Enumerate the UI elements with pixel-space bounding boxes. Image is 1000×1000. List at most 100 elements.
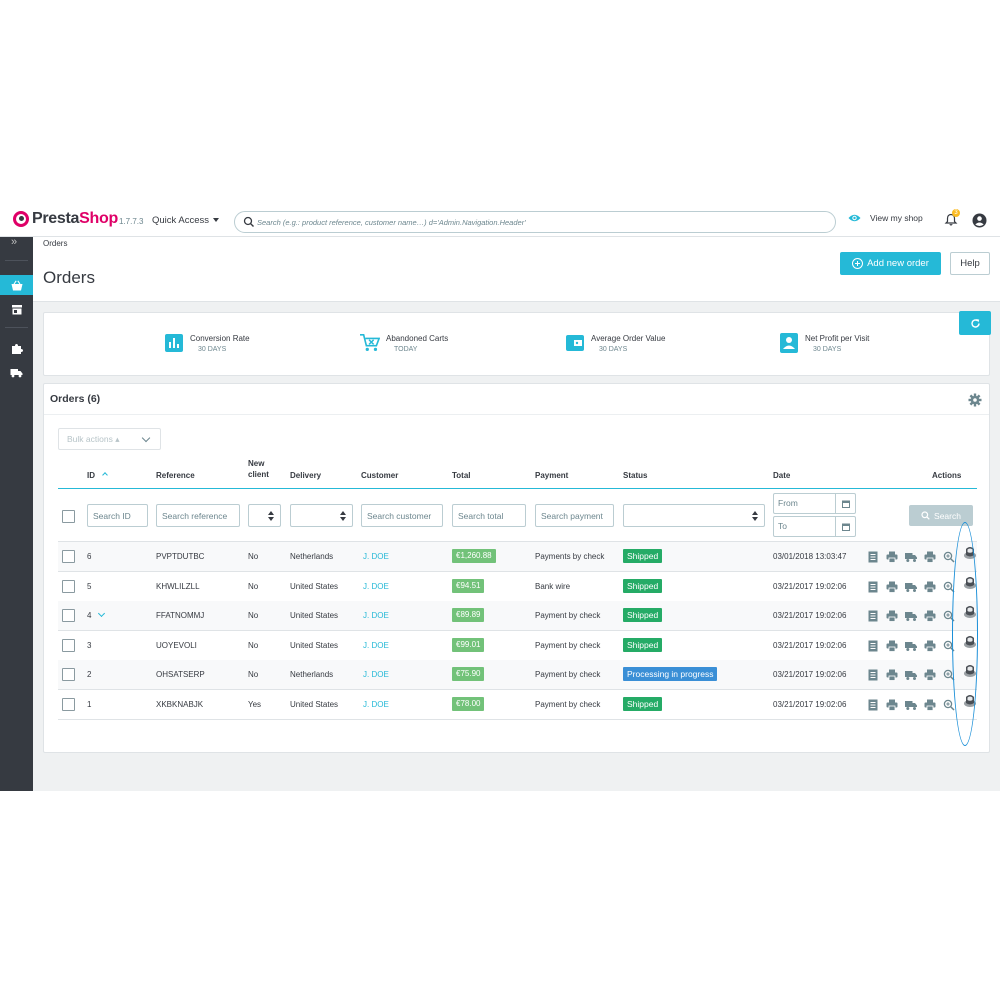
- prestashop-logo[interactable]: PrestaShop: [13, 210, 118, 228]
- delivery-truck-icon[interactable]: [905, 639, 917, 651]
- order-status-badge[interactable]: Shipped: [623, 578, 663, 593]
- view-icon[interactable]: [943, 550, 955, 562]
- user-account-icon[interactable]: [972, 213, 987, 228]
- invoice-icon[interactable]: [867, 639, 879, 651]
- expand-chevron-icon[interactable]: [98, 610, 106, 618]
- print-delivery-slip-icon[interactable]: [924, 698, 936, 710]
- filter-customer-input[interactable]: [361, 504, 443, 527]
- search-button[interactable]: Search: [909, 505, 973, 526]
- kpi-average-order-value[interactable]: Average Order Value 30 DAYS: [565, 333, 665, 355]
- quick-access-dropdown[interactable]: Quick Access: [152, 215, 220, 226]
- table-row[interactable]: 3 UOYEVOLI No United States J. DOE €99.01 Paym…: [58, 631, 977, 661]
- order-customer-link[interactable]: J. DOE: [363, 581, 389, 591]
- print-icon[interactable]: [886, 609, 898, 621]
- order-status-badge[interactable]: Shipped: [623, 637, 663, 652]
- order-status-badge[interactable]: Shipped: [623, 697, 663, 711]
- help-button[interactable]: Help: [950, 252, 990, 275]
- col-header-id[interactable]: ID: [87, 470, 108, 481]
- print-delivery-slip-icon[interactable]: [924, 639, 936, 651]
- row-checkbox[interactable]: [62, 668, 75, 682]
- print-icon[interactable]: [886, 580, 898, 592]
- select-all-checkbox[interactable]: [62, 510, 75, 523]
- search-icon[interactable]: [243, 216, 255, 228]
- filter-id-input[interactable]: [87, 504, 148, 527]
- invoice-icon[interactable]: [867, 609, 879, 621]
- global-search-input[interactable]: [257, 215, 827, 230]
- filter-status-select[interactable]: [623, 504, 765, 527]
- gear-icon[interactable]: [968, 393, 982, 407]
- table-row[interactable]: 5 KHWLILZLL No United States J. DOE €94.51 Ban…: [58, 572, 977, 602]
- view-shop-link[interactable]: View my shop: [848, 213, 923, 223]
- delivery-truck-icon[interactable]: [905, 550, 917, 562]
- col-header-new-client[interactable]: New client: [248, 459, 269, 479]
- order-reference: PVPTDUTBC: [156, 552, 205, 561]
- col-header-reference[interactable]: Reference: [156, 471, 195, 480]
- kpi-net-profit-per-visit[interactable]: Net Profit per Visit 30 DAYS: [779, 333, 869, 355]
- sidebar-item-shipping[interactable]: [0, 363, 33, 383]
- print-delivery-slip-icon[interactable]: [924, 580, 936, 592]
- row-checkbox[interactable]: [62, 638, 75, 652]
- order-reference: KHWLILZLL: [156, 581, 200, 591]
- filter-new-client-select[interactable]: [248, 504, 281, 527]
- order-status-badge[interactable]: Shipped: [623, 608, 663, 623]
- row-checkbox[interactable]: [62, 579, 75, 593]
- invoice-icon[interactable]: [867, 668, 879, 680]
- print-icon[interactable]: [886, 550, 898, 562]
- order-customer-link[interactable]: J. DOE: [363, 700, 389, 709]
- table-row[interactable]: 1 XKBKNABJK Yes United States J. DOE €78.00 Pa…: [58, 690, 977, 720]
- delivery-truck-icon[interactable]: [905, 580, 917, 592]
- sidebar-item-catalog[interactable]: [0, 299, 33, 319]
- col-header-total[interactable]: Total: [452, 471, 471, 480]
- filter-delivery-select[interactable]: [290, 504, 353, 527]
- invoice-icon[interactable]: [867, 580, 879, 592]
- add-new-order-button[interactable]: Add new order: [840, 252, 941, 275]
- sidebar-collapse-icon[interactable]: »: [11, 236, 18, 248]
- order-customer-link[interactable]: J. DOE: [363, 670, 389, 680]
- filter-date-from[interactable]: From: [773, 493, 856, 514]
- kpi-abandoned-carts[interactable]: Abandoned Carts TODAY: [360, 333, 448, 355]
- view-shop-label: View my shop: [870, 213, 923, 223]
- kpi-refresh-button[interactable]: [959, 311, 991, 335]
- filter-date-to[interactable]: To: [773, 516, 856, 537]
- order-customer-link[interactable]: J. DOE: [363, 611, 389, 621]
- sort-ascending-icon[interactable]: [102, 472, 108, 478]
- print-icon[interactable]: [886, 639, 898, 651]
- delivery-truck-icon[interactable]: [905, 698, 917, 710]
- print-delivery-slip-icon[interactable]: [924, 609, 936, 621]
- row-checkbox[interactable]: [62, 609, 75, 623]
- breadcrumb[interactable]: Orders: [43, 239, 68, 248]
- print-delivery-slip-icon[interactable]: [924, 668, 936, 680]
- bulk-actions-dropdown[interactable]: Bulk actions ▴: [58, 428, 161, 450]
- row-checkbox[interactable]: [62, 550, 75, 563]
- filter-total-input[interactable]: [452, 504, 526, 527]
- calendar-icon[interactable]: [835, 494, 855, 513]
- col-header-date[interactable]: Date: [773, 471, 791, 480]
- print-icon[interactable]: [886, 698, 898, 710]
- table-row[interactable]: 2 OHSATSERP No Netherlands J. DOE €75.90 Payme…: [58, 660, 977, 691]
- sidebar-item-modules[interactable]: [0, 339, 33, 359]
- filter-reference-input[interactable]: [156, 504, 240, 527]
- table-row[interactable]: 6 PVPTDUTBC No Netherlands J. DOE €1,260.88 Pa…: [58, 542, 977, 572]
- invoice-icon[interactable]: [867, 550, 879, 562]
- order-customer-link[interactable]: J. DOE: [363, 640, 389, 650]
- col-header-delivery[interactable]: Delivery: [290, 471, 322, 480]
- notifications-button[interactable]: 3: [944, 209, 960, 227]
- delivery-truck-icon[interactable]: [905, 668, 917, 680]
- print-delivery-slip-icon[interactable]: [924, 550, 936, 562]
- sidebar-item-orders[interactable]: [0, 275, 33, 295]
- row-checkbox[interactable]: [62, 698, 75, 711]
- delivery-truck-icon[interactable]: [905, 609, 917, 621]
- filter-payment-input[interactable]: [535, 504, 614, 527]
- kpi-conversion-rate[interactable]: Conversion Rate 30 DAYS: [164, 333, 250, 355]
- col-header-payment[interactable]: Payment: [535, 471, 569, 480]
- table-row[interactable]: 4 FFATNOMMJ No United States J. DOE €89.89 Pay…: [58, 601, 977, 632]
- col-header-status[interactable]: Status: [623, 471, 648, 480]
- view-icon[interactable]: [943, 698, 955, 710]
- col-header-customer[interactable]: Customer: [361, 471, 399, 480]
- calendar-icon[interactable]: [835, 517, 855, 536]
- print-icon[interactable]: [886, 668, 898, 680]
- order-status-badge[interactable]: Processing in progress: [623, 667, 718, 682]
- order-status-badge[interactable]: Shipped: [623, 549, 663, 563]
- order-customer-link[interactable]: J. DOE: [363, 552, 389, 561]
- invoice-icon[interactable]: [867, 698, 879, 710]
